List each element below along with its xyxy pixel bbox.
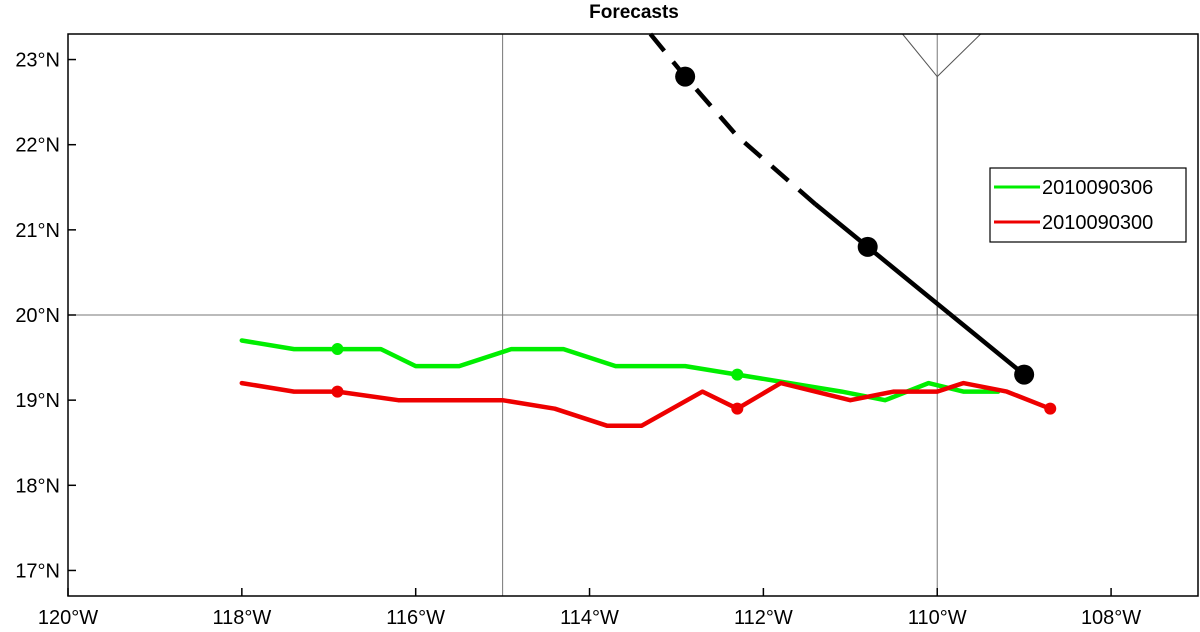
y-axis-ticks: 17°N 18°N 19°N 20°N 21°N 22°N 23°N [15, 50, 76, 582]
observed-marker [675, 66, 696, 87]
x-tick-label: 116°W [386, 607, 445, 629]
legend-label-2010090306: 2010090306 [1042, 177, 1153, 199]
y-tick-label: 22°N [15, 135, 60, 157]
series-line-2010090306 [239, 338, 1001, 403]
series-marker-2010090300 [331, 385, 344, 398]
legend-box [989, 167, 1187, 243]
x-tick-label: 114°W [560, 607, 619, 629]
y-tick-label: 17°N [15, 560, 60, 582]
y-tick-label: 19°N [15, 390, 60, 412]
series-line-2010090300 [239, 380, 1053, 428]
series-marker-2010090306 [731, 368, 744, 381]
chart-title: Forecasts [589, 2, 679, 23]
x-tick-label: 110°W [908, 607, 967, 629]
map-boundary-lines [902, 33, 982, 315]
observed-track-dashed [648, 32, 817, 206]
y-tick-label: 23°N [15, 50, 60, 72]
y-tick-label: 20°N [15, 305, 60, 327]
track-lines [239, 32, 1053, 428]
legend: 2010090306 2010090300 [989, 167, 1187, 243]
x-tick-label: 118°W [212, 607, 271, 629]
observed-marker [1014, 364, 1035, 385]
boundary-line [902, 33, 938, 77]
series-marker-2010090300 [1044, 402, 1057, 415]
x-tick-label: 112°W [734, 607, 793, 629]
x-axis-ticks: 120°W 118°W 116°W 114°W 112°W 110°W 108°W [38, 588, 1141, 629]
gridlines [68, 34, 1198, 596]
series-marker-2010090300 [731, 402, 744, 415]
boundary-line [936, 33, 982, 315]
y-tick-label: 18°N [15, 475, 60, 497]
x-tick-label: 120°W [38, 607, 98, 629]
y-tick-label: 21°N [15, 220, 60, 242]
track-markers [331, 66, 1057, 415]
observed-marker [857, 236, 878, 257]
series-marker-2010090306 [331, 343, 344, 356]
legend-label-2010090300: 2010090300 [1042, 212, 1153, 234]
x-tick-label: 108°W [1081, 607, 1141, 629]
observed-track-solid [814, 202, 1026, 377]
